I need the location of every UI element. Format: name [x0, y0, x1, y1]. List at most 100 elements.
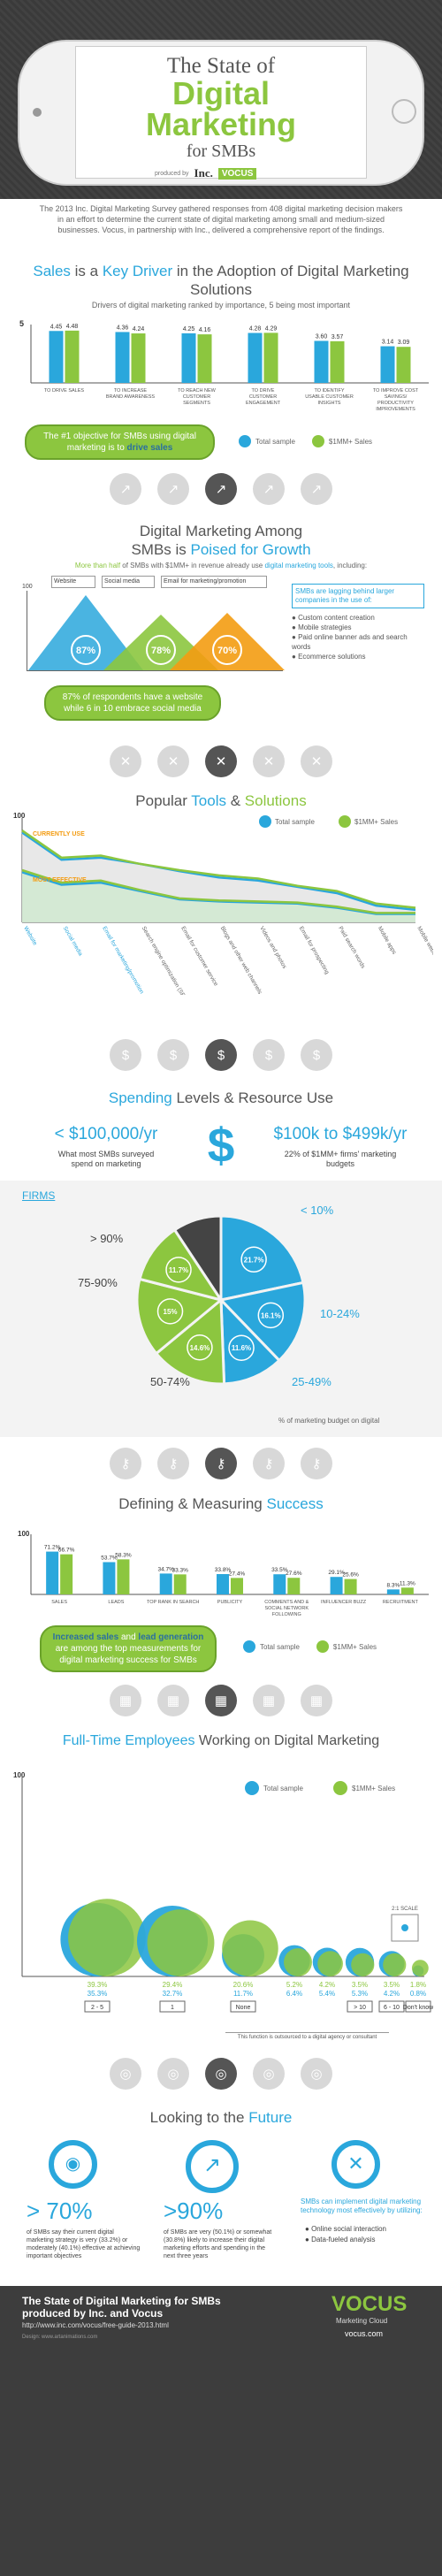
- data-label: 34.7%: [157, 1566, 174, 1572]
- list-item: ● Ecommerce solutions: [292, 653, 366, 661]
- series-line: [21, 831, 416, 912]
- phone-screen: [75, 46, 367, 179]
- future-a-value: > 70%: [27, 2198, 93, 2224]
- spend-left-text: What most SMBs surveyed spend on marketi…: [57, 1150, 155, 1168]
- firms-label: FIRMS: [22, 1189, 56, 1202]
- value-total: 35.3%: [88, 1990, 108, 1998]
- tools-title: Popular Tools & Solutions: [135, 792, 307, 809]
- category-label: SOCIAL NETWORK: [264, 1606, 309, 1611]
- category-box: [159, 2000, 186, 2013]
- bubble-m: [383, 1953, 407, 1976]
- data-label: 71.2%: [44, 1545, 61, 1551]
- trend-icon: ↗: [205, 473, 237, 505]
- legend-label: Total sample: [275, 818, 315, 826]
- slice-value: 14.6%: [190, 1344, 210, 1352]
- category-label: 6 - 10: [384, 2005, 400, 2011]
- icon-row-1: ↗ ↗ ↗ ↗ ↗: [0, 469, 442, 509]
- category-label: CUSTOMER: [249, 394, 277, 400]
- legend-tools: Total sample $1MM+ Sales: [259, 815, 398, 828]
- vocus-footer-logo: VOCUS: [332, 2292, 408, 2316]
- data-label: 11.3%: [400, 1580, 415, 1586]
- category-label: INFLUENCER BUZZ: [321, 1600, 367, 1605]
- footer: [0, 2286, 442, 2576]
- slice-label: 10-24%: [320, 1307, 360, 1320]
- bubble-m: [411, 1960, 429, 1976]
- value-m: 3.5%: [352, 1981, 368, 1989]
- bar: [330, 340, 345, 383]
- footer-design: Design: www.artanimations.com: [22, 2335, 98, 2340]
- bubble-m: [68, 1899, 146, 1976]
- triangle-email: [170, 613, 285, 670]
- wrench-icon: ✕: [205, 745, 237, 777]
- pie-slice: [154, 1296, 226, 1386]
- dollar-icon: $: [207, 1118, 235, 1173]
- category-label: 2 - 5: [91, 2005, 103, 2011]
- slice-label: 25-49%: [292, 1375, 332, 1388]
- success-callout: Increased sales and lead generation are …: [40, 1625, 217, 1672]
- key-icon: ⚷: [110, 1448, 141, 1479]
- data-label: 3.57: [332, 334, 344, 340]
- footer-url[interactable]: http://www.inc.com/vocus/free-guide-2013…: [22, 2321, 169, 2329]
- value-total: 5.3%: [352, 1990, 368, 1998]
- slice-badge: [228, 1334, 255, 1361]
- badge-website-value: 87%: [76, 646, 95, 656]
- employees-title: Full-Time Employees Working on Digital M…: [62, 1733, 380, 1748]
- list-item: ● Custom content creation: [292, 614, 375, 622]
- icon-row-4: ⚷ ⚷ ⚷ ⚷ ⚷: [0, 1443, 442, 1484]
- money-icon: $: [157, 1039, 189, 1071]
- category-label: TOP RANK IN SEARCH: [147, 1600, 199, 1605]
- legend-dot-total: [239, 435, 251, 447]
- bar: [287, 1578, 301, 1594]
- value-m: 3.5%: [384, 1981, 400, 1989]
- value-m: 39.3%: [88, 1981, 108, 1989]
- value-total: 11.7%: [233, 1990, 253, 1998]
- bubble-m: [147, 1909, 215, 1976]
- trend-icon: ↗: [110, 473, 141, 505]
- triangle-website: [28, 595, 143, 670]
- future-b-value: >90%: [164, 2198, 224, 2224]
- bubble-m: [317, 1951, 343, 1976]
- tab-email: Email for marketing/promotion: [161, 576, 267, 588]
- label-currently-use: CURRENTLY USE: [33, 831, 85, 837]
- target-icon: ◉: [49, 2140, 97, 2189]
- legend-dot-total: [245, 1781, 259, 1795]
- money-icon: $: [253, 1039, 285, 1071]
- trend-icon: ↗: [157, 473, 189, 505]
- slice-badge: [156, 1298, 184, 1325]
- key-icon: ⚷: [301, 1448, 332, 1479]
- legend-dot-m: [333, 1781, 347, 1795]
- bar: [46, 1551, 59, 1594]
- bar: [263, 333, 278, 383]
- category-label: RECRUITMENT: [383, 1600, 419, 1605]
- category-box: [84, 2000, 110, 2013]
- legend-dot-total: [259, 815, 271, 828]
- trend-icon: ↗: [301, 473, 332, 505]
- value-total: 6.4%: [286, 1990, 302, 1998]
- data-label: 33.8%: [215, 1567, 232, 1573]
- category-label: Mobile apps: [377, 926, 398, 957]
- phone-speaker: [33, 108, 42, 117]
- legend-label: Total sample: [263, 1785, 303, 1792]
- bar: [115, 332, 130, 383]
- growth-arrow-icon: ↗: [186, 2140, 239, 2193]
- value-m: 5.2%: [286, 1981, 302, 1989]
- bar: [248, 333, 263, 383]
- sales-subtitle: Drivers of digital marketing ranked by i…: [91, 301, 351, 310]
- calendar-icon: ▦: [253, 1685, 285, 1716]
- value-total: 32.7%: [163, 1990, 183, 1998]
- bar: [117, 1559, 130, 1594]
- bar: [386, 1589, 400, 1594]
- value-total: 4.2%: [384, 1990, 400, 1998]
- spend-right-text: 22% of $1MM+ firms' marketing budgets: [284, 1150, 397, 1168]
- vocus-logo: VOCUS: [217, 167, 257, 180]
- category-label: CUSTOMER: [183, 394, 210, 400]
- key-icon: ⚷: [253, 1448, 285, 1479]
- vocus-url[interactable]: vocus.com: [345, 2329, 384, 2338]
- bar: [173, 1574, 187, 1594]
- employees-chart: 100 Total sample $1MM+ Sales 39.3%35.3% 2 - …: [13, 1771, 433, 2013]
- future-b-text: of SMBs are very (50.1%) or somewhat (30…: [164, 2229, 272, 2259]
- y-tick-label: 5: [19, 319, 24, 328]
- category-label: LEADS: [108, 1600, 124, 1605]
- slice-badge: [240, 1246, 267, 1273]
- value-total: 0.8%: [410, 1990, 426, 1998]
